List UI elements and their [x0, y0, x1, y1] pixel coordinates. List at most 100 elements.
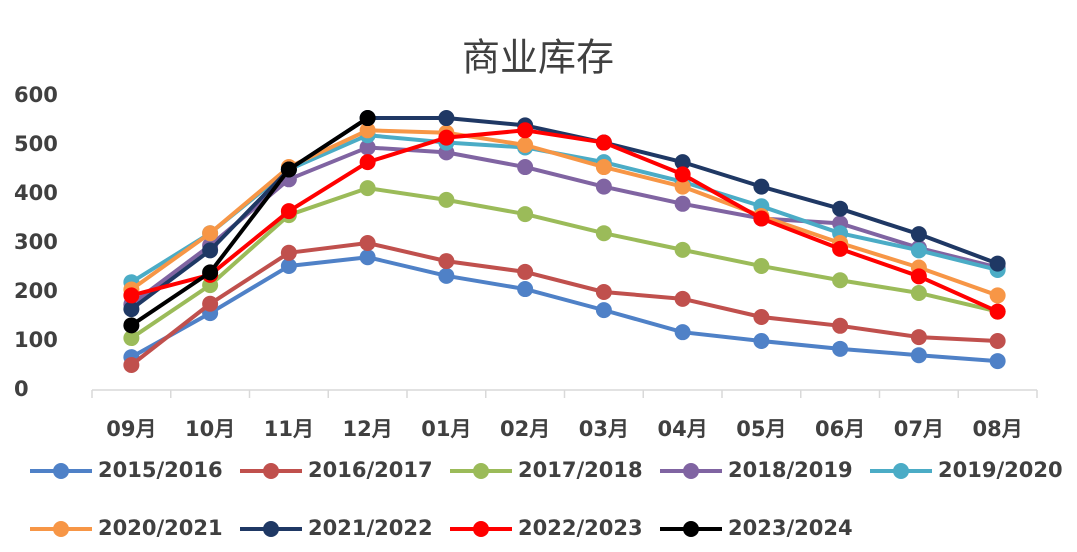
data-point — [595, 284, 612, 300]
data-point — [517, 159, 534, 176]
series-line — [130, 116, 369, 327]
data-point — [989, 353, 1006, 370]
legend-label: 2016/2017 — [308, 458, 433, 482]
legend-label: 2019/2020 — [938, 458, 1063, 482]
data-point — [123, 287, 140, 304]
data-point — [989, 287, 1006, 304]
data-point — [438, 267, 455, 284]
data-point — [910, 347, 927, 364]
data-point — [359, 235, 376, 251]
data-point — [910, 226, 927, 243]
data-point — [753, 333, 770, 349]
data-point — [123, 317, 140, 334]
data-point — [202, 242, 219, 259]
x-tick-label: 08月 — [973, 417, 1023, 441]
data-point — [753, 308, 770, 325]
data-point — [595, 134, 612, 151]
data-point — [674, 290, 691, 307]
x-tick-label: 06月 — [815, 417, 865, 441]
data-point — [674, 241, 691, 258]
y-tick-label: 400 — [14, 181, 58, 205]
data-point — [910, 284, 927, 301]
data-point — [910, 329, 927, 346]
data-point — [517, 206, 534, 223]
data-point — [438, 129, 455, 146]
data-point — [832, 340, 849, 357]
data-point — [910, 268, 927, 285]
chart-title: 商业库存 — [462, 36, 614, 80]
data-point — [280, 258, 297, 275]
data-point — [674, 324, 691, 341]
x-tick-label: 05月 — [736, 417, 786, 441]
y-tick-label: 600 — [14, 83, 58, 107]
x-tick-label: 02月 — [500, 417, 550, 441]
data-point — [202, 295, 219, 312]
data-point — [359, 180, 376, 197]
y-tick-label: 0 — [14, 377, 29, 401]
y-tick-label: 200 — [14, 279, 58, 303]
data-point — [280, 203, 297, 220]
legend-marker — [263, 463, 279, 479]
legend-marker — [473, 463, 489, 479]
legend-marker — [683, 463, 699, 479]
x-tick-label: 10月 — [185, 417, 235, 441]
x-tick-label: 11月 — [264, 417, 314, 441]
y-tick-label: 100 — [14, 328, 58, 352]
x-tick-label: 03月 — [579, 417, 629, 441]
legend-marker — [473, 521, 489, 537]
legend-label: 2018/2019 — [728, 458, 853, 482]
data-point — [202, 225, 219, 242]
data-point — [438, 110, 455, 127]
legend-label: 2015/2016 — [98, 458, 223, 482]
series-line — [130, 128, 999, 298]
data-point — [517, 263, 534, 280]
legend-marker — [683, 521, 699, 537]
data-point — [280, 244, 297, 261]
data-point — [832, 200, 849, 217]
y-tick-label: 300 — [14, 230, 58, 254]
legend-marker — [53, 463, 69, 479]
legend-label: 2022/2023 — [518, 516, 643, 540]
data-point — [674, 178, 691, 195]
data-point — [595, 302, 612, 319]
data-point — [832, 272, 849, 289]
x-tick-label: 09月 — [106, 417, 156, 441]
data-point — [438, 191, 455, 208]
series-line — [130, 145, 999, 306]
data-point — [753, 258, 770, 275]
data-point — [517, 137, 534, 153]
data-point — [359, 122, 376, 139]
x-tick-label: 12月 — [343, 417, 393, 441]
data-point — [989, 303, 1006, 320]
data-point — [517, 122, 534, 139]
series-line — [130, 186, 999, 340]
series-line — [130, 241, 998, 367]
data-point — [359, 110, 376, 127]
legend-label: 2023/2024 — [728, 516, 853, 540]
legend-marker — [893, 463, 909, 479]
data-point — [438, 253, 455, 270]
data-point — [832, 317, 849, 334]
data-point — [674, 154, 691, 171]
series-line — [130, 128, 999, 314]
data-point — [123, 301, 140, 318]
legend-label: 2021/2022 — [308, 516, 433, 540]
data-point — [595, 178, 612, 195]
data-point — [910, 242, 927, 259]
data-point — [595, 225, 612, 242]
data-point — [359, 249, 376, 266]
data-point — [674, 166, 691, 183]
data-point — [674, 195, 691, 212]
y-tick-label: 500 — [14, 132, 58, 156]
series-line — [130, 255, 998, 364]
data-point — [359, 139, 376, 156]
data-point — [989, 333, 1006, 349]
data-point — [989, 255, 1006, 272]
x-tick-label: 01月 — [421, 417, 471, 441]
data-point — [123, 357, 140, 374]
data-point — [753, 178, 770, 195]
series-line — [130, 116, 999, 311]
data-point — [280, 161, 297, 178]
legend-marker — [53, 521, 69, 537]
